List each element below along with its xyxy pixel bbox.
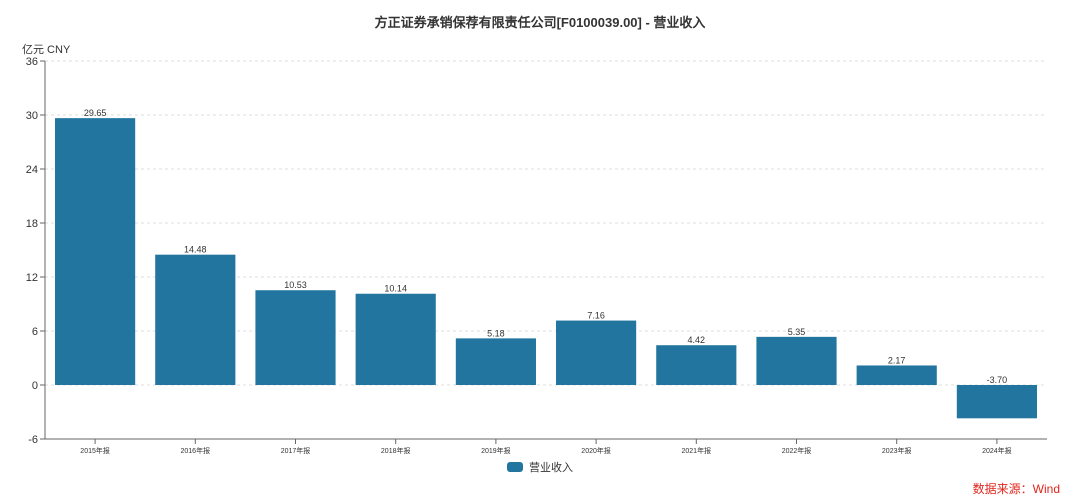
bar-value-label: 10.14 [384,284,407,294]
x-tick-label: 2016年报 [181,446,211,455]
bar-value-label: 14.48 [184,245,207,255]
bar-value-label: 4.42 [688,335,706,345]
bar[interactable] [756,336,837,385]
x-tick-label: 2018年报 [381,446,411,455]
y-tick-label: 24 [26,164,38,176]
bar[interactable] [956,385,1037,419]
bar-value-label: -3.70 [987,375,1008,385]
y-tick-label: 18 [26,218,38,230]
bar[interactable] [455,338,536,385]
legend[interactable]: 营业收入 [0,459,1080,475]
x-tick-label: 2021年报 [682,446,712,455]
legend-label: 营业收入 [529,462,573,474]
bar[interactable] [55,118,136,386]
bar-value-label: 7.16 [587,311,605,321]
y-tick-label: 30 [26,110,38,122]
data-source-note: 数据来源：Wind [972,482,1060,496]
bar-value-label: 5.18 [487,328,505,338]
chart-title: 方正证券承销保荐有限责任公司[F0100039.00] - 营业收入 [374,15,706,30]
bar-value-label: 29.65 [84,108,107,118]
x-tick-label: 2015年报 [80,446,110,455]
bar-value-label: 10.53 [284,280,307,290]
x-tick-label: 2019年报 [481,446,511,455]
bar[interactable] [856,365,937,385]
y-tick-label: 36 [26,56,38,68]
x-tick-label: 2017年报 [281,446,311,455]
bar[interactable] [155,254,236,385]
bar-value-label: 2.17 [888,355,906,365]
x-tick-label: 2023年报 [882,446,912,455]
y-tick-label: 6 [32,326,38,338]
bar[interactable] [255,290,336,385]
bar-value-label: 5.35 [788,327,806,337]
x-tick-label: 2022年报 [782,446,812,455]
y-tick-label: 0 [32,380,38,392]
legend-swatch-icon [507,462,523,472]
y-axis-unit-label: 亿元 CNY [22,44,71,56]
bar[interactable] [355,293,436,385]
bar[interactable] [556,320,637,385]
y-tick-label: -6 [28,434,38,446]
x-tick-label: 2020年报 [581,446,611,455]
bar[interactable] [656,345,737,385]
y-tick-label: 12 [26,272,38,284]
x-tick-label: 2024年报 [982,446,1012,455]
